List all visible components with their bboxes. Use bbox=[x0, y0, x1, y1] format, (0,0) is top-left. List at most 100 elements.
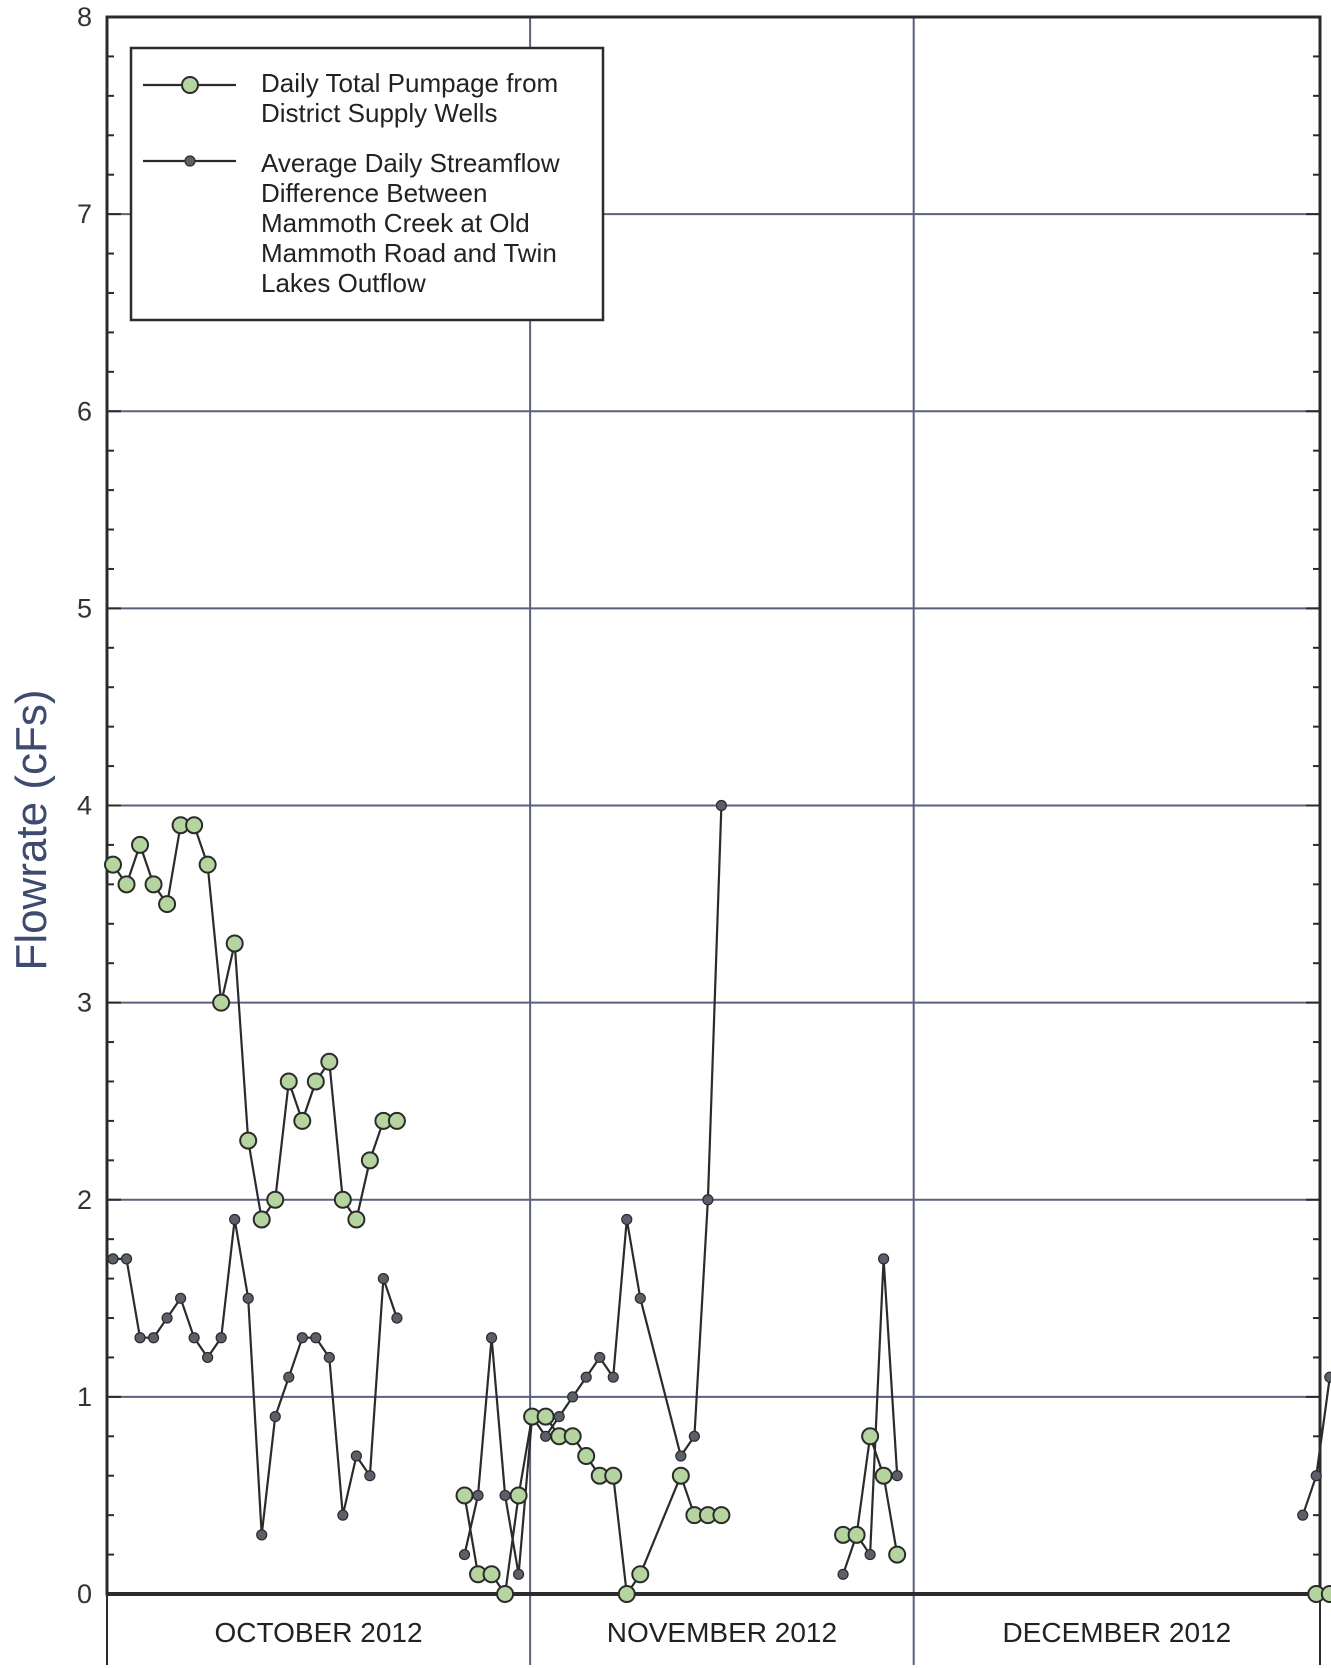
data-point-streamflow bbox=[256, 1529, 268, 1541]
data-point-streamflow bbox=[553, 1410, 565, 1423]
data-point-streamflow bbox=[688, 1430, 700, 1442]
legend-marker-streamflow bbox=[184, 155, 196, 167]
legend-label-streamflow: Mammoth Creek at Old bbox=[261, 208, 530, 238]
y-tick-label: 0 bbox=[77, 1579, 92, 1609]
data-point-pumpage bbox=[225, 934, 244, 953]
series-line bbox=[112, 824, 397, 1221]
month-label: DECEMBER 2012 bbox=[1002, 1617, 1231, 1648]
data-point-pumpage bbox=[861, 1427, 880, 1446]
data-point-streamflow bbox=[147, 1332, 160, 1344]
data-point-streamflow bbox=[269, 1410, 281, 1423]
data-point-streamflow bbox=[634, 1292, 646, 1304]
data-point-streamflow bbox=[567, 1391, 579, 1403]
y-axis-title: Flowrate (cFs) bbox=[7, 689, 56, 970]
data-point-streamflow bbox=[323, 1351, 335, 1364]
y-tick-label: 6 bbox=[77, 396, 92, 426]
data-point-pumpage bbox=[185, 816, 204, 835]
data-point-pumpage bbox=[671, 1466, 690, 1485]
month-label: OCTOBER 2012 bbox=[215, 1617, 423, 1648]
data-point-pumpage bbox=[563, 1427, 582, 1446]
data-point-streamflow bbox=[350, 1450, 362, 1462]
data-point-pumpage bbox=[252, 1210, 271, 1229]
series-line bbox=[113, 1218, 398, 1537]
series-pumpage bbox=[104, 816, 1331, 1603]
legend-label-streamflow: Difference Between bbox=[261, 178, 487, 208]
data-point-pumpage bbox=[333, 1190, 352, 1209]
series-streamflow bbox=[107, 799, 1331, 1580]
y-tick-label: 5 bbox=[77, 593, 92, 623]
data-point-pumpage bbox=[117, 875, 136, 894]
data-point-pumpage bbox=[1320, 1585, 1331, 1603]
data-point-streamflow bbox=[215, 1332, 227, 1344]
legend-label-pumpage: District Supply Wells bbox=[261, 98, 497, 128]
data-point-pumpage bbox=[144, 875, 163, 894]
plot-frame bbox=[105, 15, 1322, 1665]
y-tick-label: 4 bbox=[77, 791, 92, 821]
y-tick-label: 3 bbox=[77, 988, 92, 1018]
data-point-pumpage bbox=[360, 1151, 379, 1170]
data-point-pumpage bbox=[279, 1072, 298, 1091]
data-point-streamflow bbox=[296, 1332, 308, 1344]
data-point-streamflow bbox=[458, 1548, 471, 1561]
data-point-pumpage bbox=[293, 1111, 312, 1130]
data-point-streamflow bbox=[878, 1253, 890, 1265]
data-point-streamflow bbox=[188, 1332, 200, 1344]
data-point-pumpage bbox=[198, 855, 217, 874]
data-point-streamflow bbox=[1310, 1470, 1322, 1482]
legend-label-streamflow: Mammoth Road and Twin bbox=[261, 238, 557, 268]
data-point-pumpage bbox=[604, 1466, 623, 1485]
data-point-streamflow bbox=[702, 1194, 714, 1206]
y-tick-label: 2 bbox=[77, 1185, 92, 1215]
data-point-streamflow bbox=[310, 1332, 322, 1344]
data-point-streamflow bbox=[891, 1470, 903, 1482]
month-labels: OCTOBER 2012 NOVEMBER 2012 DECEMBER 2012 bbox=[215, 1617, 1232, 1648]
data-point-pumpage bbox=[158, 895, 177, 914]
data-point-streamflow bbox=[1297, 1509, 1309, 1521]
data-point-pumpage bbox=[266, 1190, 285, 1209]
data-point-streamflow bbox=[364, 1470, 376, 1482]
data-point-streamflow bbox=[229, 1213, 241, 1226]
legend-label-pumpage: Daily Total Pumpage from bbox=[261, 68, 558, 98]
legend-label-streamflow: Lakes Outflow bbox=[261, 268, 426, 298]
legend-box bbox=[129, 46, 605, 322]
data-point-streamflow bbox=[337, 1509, 349, 1521]
data-point-streamflow bbox=[675, 1450, 687, 1462]
data-point-pumpage bbox=[347, 1210, 366, 1229]
data-point-pumpage bbox=[712, 1506, 731, 1525]
data-point-streamflow bbox=[161, 1312, 173, 1324]
legend-label-streamflow: Average Daily Streamflow bbox=[261, 148, 560, 178]
data-point-streamflow bbox=[242, 1292, 254, 1304]
data-point-streamflow bbox=[621, 1213, 633, 1226]
data-point-pumpage bbox=[306, 1072, 325, 1091]
data-point-streamflow bbox=[715, 799, 728, 812]
month-label: NOVEMBER 2012 bbox=[607, 1617, 837, 1648]
data-point-streamflow bbox=[540, 1430, 552, 1442]
data-point-pumpage bbox=[320, 1052, 339, 1071]
data-point-pumpage bbox=[104, 855, 122, 874]
data-point-streamflow bbox=[485, 1332, 498, 1344]
data-point-pumpage bbox=[874, 1466, 893, 1485]
data-point-pumpage bbox=[888, 1545, 907, 1564]
data-point-streamflow bbox=[107, 1253, 119, 1265]
data-point-streamflow bbox=[283, 1371, 295, 1383]
data-point-streamflow bbox=[864, 1548, 876, 1561]
data-point-streamflow bbox=[837, 1568, 849, 1580]
y-tick-label: 1 bbox=[77, 1382, 92, 1412]
y-tick-label: 7 bbox=[77, 199, 92, 229]
data-point-pumpage bbox=[847, 1525, 866, 1544]
data-point-streamflow bbox=[202, 1351, 214, 1364]
y-tick-labels: 0 1 2 3 4 5 6 7 8 bbox=[77, 2, 92, 1609]
data-point-pumpage bbox=[496, 1585, 515, 1603]
data-point-pumpage bbox=[631, 1565, 650, 1584]
data-series bbox=[104, 799, 1331, 1603]
data-point-streamflow bbox=[607, 1371, 619, 1383]
data-point-streamflow bbox=[134, 1332, 146, 1344]
data-point-streamflow bbox=[120, 1253, 133, 1265]
data-point-streamflow bbox=[512, 1568, 525, 1580]
data-point-pumpage bbox=[455, 1486, 474, 1505]
data-point-streamflow bbox=[499, 1489, 511, 1502]
legend-marker-pumpage bbox=[181, 76, 199, 94]
data-point-streamflow bbox=[594, 1351, 606, 1364]
